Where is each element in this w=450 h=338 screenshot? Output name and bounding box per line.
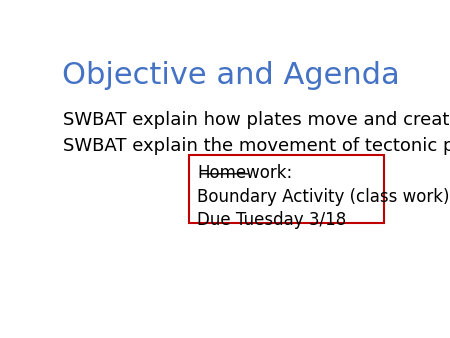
Text: Due Tuesday 3/18: Due Tuesday 3/18 — [198, 211, 347, 229]
Text: SWBAT explain how plates move and create resultant land forms.: SWBAT explain how plates move and create… — [63, 111, 450, 129]
FancyBboxPatch shape — [189, 155, 384, 223]
Text: SWBAT explain the movement of tectonic plates at different boundaries.: SWBAT explain the movement of tectonic p… — [63, 137, 450, 155]
Text: Objective and Agenda: Objective and Agenda — [62, 62, 400, 90]
Text: Homework:: Homework: — [198, 164, 293, 182]
Text: Boundary Activity (class work): Boundary Activity (class work) — [198, 188, 450, 206]
